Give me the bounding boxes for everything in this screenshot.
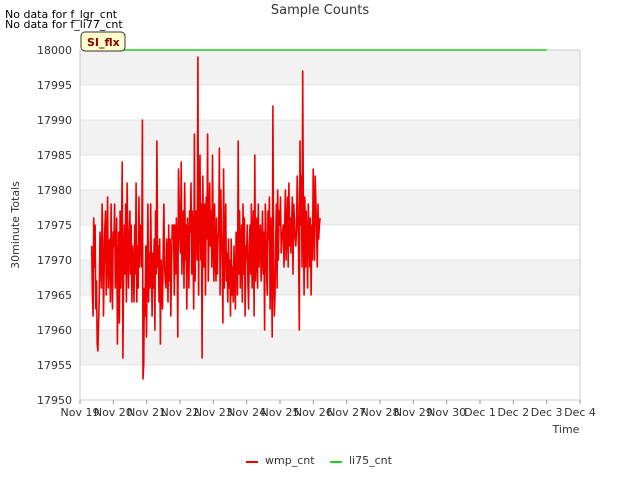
x-tick-label: Nov 25 — [261, 406, 300, 419]
site-badge-label: SI_flx — [87, 36, 120, 49]
y-tick-label: 17990 — [37, 114, 72, 127]
y-axis-ticks: 17950 17955 17960 17965 17970 17975 17980 17985… — [37, 44, 72, 407]
x-tick-label: Nov 29 — [394, 406, 433, 419]
x-tick-label: Nov 28 — [361, 406, 400, 419]
background-bands — [80, 49, 580, 401]
x-tick-label: Dec 2 — [497, 406, 529, 419]
x-tick-label: Dec 3 — [531, 406, 563, 419]
chart-title: Sample Counts — [270, 3, 370, 18]
series-line-wmp-cnt — [90, 56, 321, 380]
no-data-note-lgr: No data for f_lgr_cnt — [5, 8, 118, 21]
legend-label-wmp: wmp_cnt — [265, 454, 315, 467]
x-tick-label: Nov 24 — [227, 406, 266, 419]
y-tick-label: 17995 — [37, 79, 72, 92]
x-tick-label: Nov 19 — [61, 406, 100, 419]
grid-band — [80, 120, 580, 155]
y-tick-label: 17955 — [37, 359, 72, 372]
y-tick-label: 17965 — [37, 289, 72, 302]
legend-label-li75: li75_cnt — [349, 454, 393, 467]
site-badge-box — [80, 31, 126, 52]
grid-band — [80, 50, 580, 85]
x-tick-label: Nov 26 — [294, 406, 333, 419]
y-tick-label: 17980 — [37, 184, 72, 197]
y-tick-label: 17950 — [37, 394, 72, 407]
site-badge: SI_flx — [80, 31, 126, 52]
x-tick-label: Nov 22 — [161, 406, 200, 419]
no-data-note-li77: No data for f_li77_cnt — [5, 18, 123, 31]
y-tick-label: 18000 — [37, 44, 72, 57]
series-layer — [90, 49, 547, 380]
x-tick-label: Dec 4 — [564, 406, 596, 419]
x-tick-label: Nov 27 — [327, 406, 366, 419]
x-tick-label: Nov 21 — [127, 406, 166, 419]
y-tick-label: 17970 — [37, 254, 72, 267]
x-tick-label: Nov 20 — [94, 406, 133, 419]
x-axis-label: Time — [552, 423, 580, 436]
x-tick-label: Nov 23 — [194, 406, 233, 419]
x-tick-label: Dec 1 — [464, 406, 496, 419]
x-tick-label: Nov 30 — [427, 406, 466, 419]
y-tick-label: 17985 — [37, 149, 72, 162]
legend: wmp_cnt li75_cnt — [246, 454, 393, 467]
y-axis-label: 30minute Totals — [9, 181, 22, 269]
grid-band — [80, 330, 580, 365]
y-tick-label: 17975 — [37, 219, 72, 232]
y-tick-label: 17960 — [37, 324, 72, 337]
